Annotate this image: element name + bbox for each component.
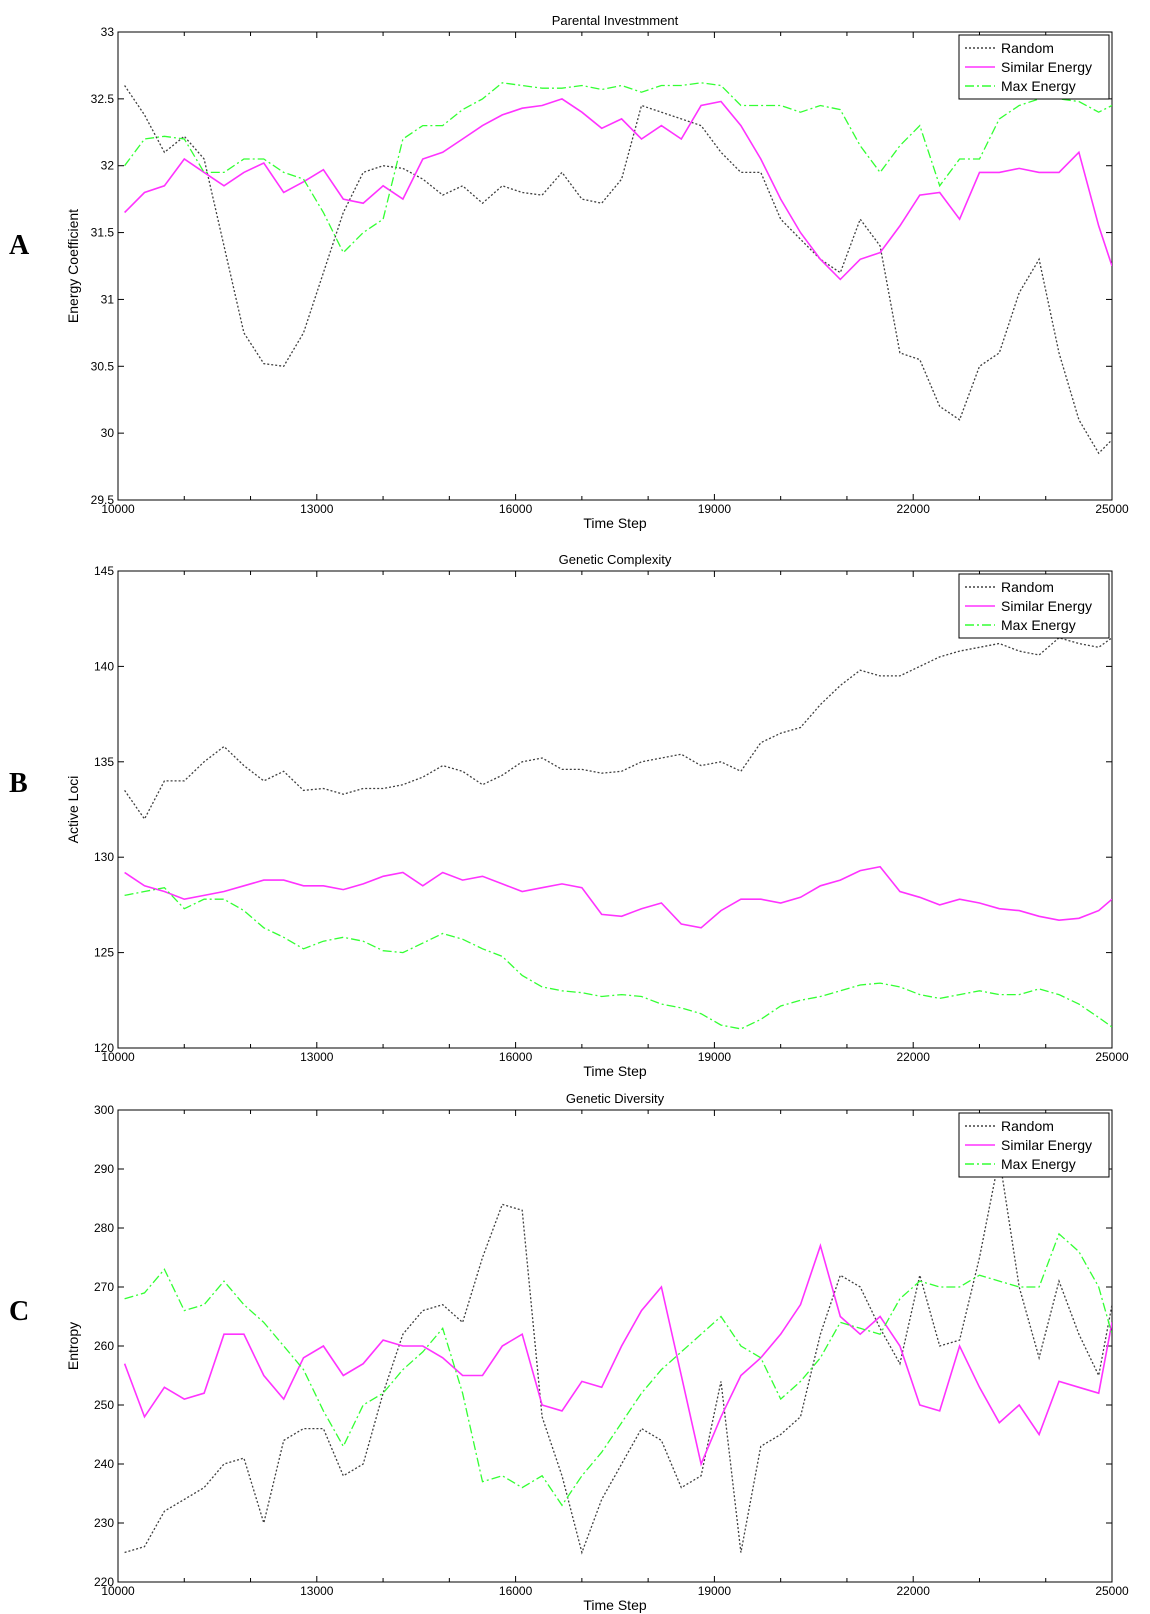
x-tick-label: 25000 <box>1095 1584 1129 1598</box>
chart-panel-1: 10000 13000 16000 19000 22000 25000 120 125 130 1… <box>65 552 1129 1079</box>
chart-title: Genetic Diversity <box>566 1091 665 1106</box>
series-line-random <box>124 637 1112 821</box>
y-tick-label: 32 <box>101 159 115 173</box>
legend: Random Similar Energy Max Energy <box>958 34 1110 100</box>
y-axis-title: Active Loci <box>65 776 81 844</box>
y-tick-label: 125 <box>94 946 114 960</box>
x-tick-label: 13000 <box>300 1050 334 1064</box>
y-tick-label: 270 <box>94 1280 114 1294</box>
legend-label: Max Energy <box>1001 617 1076 633</box>
chart-title: Parental Investmment <box>552 13 679 28</box>
y-tick-label: 230 <box>94 1516 114 1530</box>
y-tick-label: 31 <box>101 292 115 306</box>
y-tick-label: 135 <box>94 755 114 769</box>
series-line-max-energy <box>124 1232 1112 1507</box>
series-line-random <box>124 85 1112 455</box>
y-tick-label: 31.5 <box>91 226 115 240</box>
y-tick-label: 30.5 <box>91 359 115 373</box>
series-line-similar-energy <box>123 1242 1112 1467</box>
legend-label: Random <box>1001 579 1054 595</box>
x-tick-label: 16000 <box>499 502 533 516</box>
chart-title: Genetic Complexity <box>559 552 672 567</box>
legend: Random Similar Energy Max Energy <box>958 1112 1110 1178</box>
panel-label-a: A <box>9 230 30 261</box>
legend-label: Max Energy <box>1001 1156 1076 1172</box>
legend-label: Similar Energy <box>1001 1137 1092 1153</box>
y-tick-label: 240 <box>94 1457 114 1471</box>
panel-label-b: B <box>9 768 28 799</box>
legend-label: Max Energy <box>1001 78 1076 94</box>
x-axis-title: Time Step <box>583 1063 646 1079</box>
x-axis-title: Time Step <box>583 515 646 531</box>
x-tick-label: 22000 <box>897 1584 931 1598</box>
legend-box <box>958 1112 1110 1178</box>
x-tick-label: 13000 <box>300 502 334 516</box>
y-tick-label: 29.5 <box>91 493 115 507</box>
legend: Random Similar Energy Max Energy <box>958 573 1110 639</box>
y-tick-label: 30 <box>101 426 115 440</box>
x-tick-label: 25000 <box>1095 502 1129 516</box>
legend-label: Random <box>1001 1118 1054 1134</box>
x-tick-label: 19000 <box>698 502 732 516</box>
series-line-similar-energy <box>124 98 1112 281</box>
x-tick-label: 22000 <box>897 502 931 516</box>
x-axis-title: Time Step <box>583 1597 646 1613</box>
y-tick-label: 145 <box>94 564 114 578</box>
y-tick-label: 33 <box>101 25 115 39</box>
x-tick-label: 25000 <box>1095 1050 1129 1064</box>
x-tick-label: 10000 <box>101 502 135 516</box>
chart-panel-0: 10000 13000 16000 19000 22000 25000 29.5 30 30.5… <box>65 13 1129 531</box>
y-axis-title: Energy Coefficient <box>65 209 81 323</box>
x-tick-label: 13000 <box>300 1584 334 1598</box>
series-line-max-energy <box>124 886 1112 1030</box>
legend-label: Random <box>1001 40 1054 56</box>
panel-label-c: C <box>9 1296 30 1327</box>
x-tick-label: 19000 <box>698 1584 732 1598</box>
plot-area <box>117 1109 1113 1583</box>
legend-label: Similar Energy <box>1001 598 1092 614</box>
x-tick-label: 16000 <box>499 1050 533 1064</box>
series-line-max-energy <box>124 82 1112 254</box>
y-tick-label: 130 <box>94 850 114 864</box>
x-tick-label: 16000 <box>499 1584 533 1598</box>
plot-area <box>117 570 1113 1049</box>
y-tick-label: 250 <box>94 1398 114 1412</box>
x-tick-label: 10000 <box>101 1050 135 1064</box>
y-tick-label: 260 <box>94 1339 114 1353</box>
y-tick-label: 280 <box>94 1221 114 1235</box>
y-tick-label: 300 <box>94 1103 114 1117</box>
y-axis-title: Entropy <box>65 1322 81 1370</box>
series-line-similar-energy <box>124 865 1112 929</box>
y-tick-label: 220 <box>94 1575 114 1589</box>
y-tick-label: 120 <box>94 1041 114 1055</box>
x-tick-label: 22000 <box>897 1050 931 1064</box>
x-tick-label: 10000 <box>101 1584 135 1598</box>
x-tick-label: 19000 <box>698 1050 732 1064</box>
y-tick-label: 140 <box>94 659 114 673</box>
plot-area <box>117 31 1113 501</box>
y-tick-label: 32.5 <box>91 92 115 106</box>
chart-panel-2: 10000 13000 16000 19000 22000 25000 220 230 240 2… <box>65 1091 1129 1613</box>
legend-label: Similar Energy <box>1001 59 1092 75</box>
y-tick-label: 290 <box>94 1162 114 1176</box>
